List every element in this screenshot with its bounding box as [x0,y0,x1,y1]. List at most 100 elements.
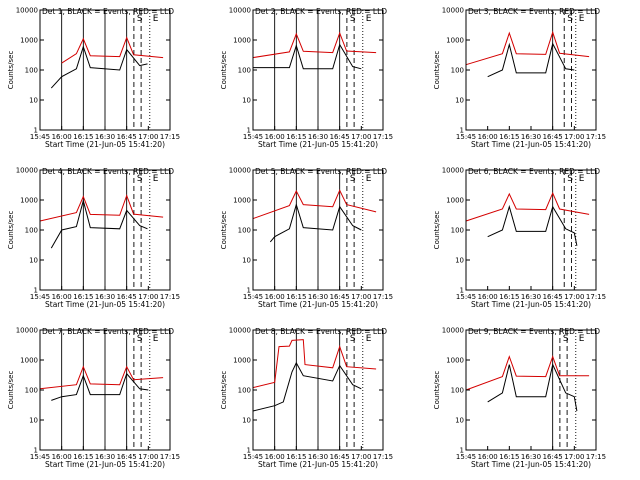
series-line-lld [39,365,164,390]
x-tick-label: 16:00 [265,293,285,301]
x-tick-label: 16:45 [543,293,563,301]
y-tick-label: 1000 [20,357,38,365]
series-line-events [487,42,575,78]
series-line-lld [252,339,377,389]
x-axis-label: Start Time (21-Jun-05 15:41:20) [258,300,378,309]
marker-label: E [153,174,159,184]
y-tick-label: 10 [29,417,38,425]
y-tick-label: 1 [247,287,251,295]
series-line-events [253,43,362,70]
x-tick-label: 17:15 [160,293,180,301]
x-tick-label: 16:00 [52,453,72,461]
x-tick-label: 16:15 [73,453,93,461]
x-tick-label: 17:00 [138,453,158,461]
series-line-lld [61,36,164,64]
x-tick-label: 16:45 [330,133,350,141]
x-axis-label: Start Time (21-Jun-05 15:41:20) [471,140,591,149]
x-tick-label: 17:15 [586,453,606,461]
series-line-events [487,363,578,412]
y-tick-label: 1000 [20,37,38,45]
x-tick-label: 17:00 [138,293,158,301]
x-tick-label: 15:45 [30,453,50,461]
marker-label: S [137,174,143,184]
y-tick-label: 1 [460,287,464,295]
y-tick-label: 10000 [229,327,251,335]
plot-frame [465,9,597,131]
y-tick-label: 10000 [229,7,251,15]
x-tick-label: 16:30 [521,133,541,141]
y-tick-label: 100 [238,227,251,235]
marker-label: E [366,14,372,24]
x-tick-label: 16:15 [499,453,519,461]
y-tick-label: 1000 [233,37,251,45]
marker-label: S [350,174,356,184]
y-tick-label: 10 [455,257,464,265]
x-axis-label: Start Time (21-Jun-05 15:41:20) [471,300,591,309]
series-line-events [252,361,362,412]
y-tick-label: 10 [242,417,251,425]
x-tick-label: 16:30 [95,453,115,461]
x-tick-label: 16:45 [117,293,137,301]
series-line-events [269,202,362,243]
y-tick-label: 100 [451,67,464,75]
x-tick-label: 16:45 [330,293,350,301]
y-tick-label: 10000 [16,327,38,335]
y-tick-label: 10 [242,97,251,105]
x-axis-label: Start Time (21-Jun-05 15:41:20) [45,300,165,309]
y-tick-label: 1000 [446,37,464,45]
x-tick-label: 17:15 [160,453,180,461]
x-axis-label: Start Time (21-Jun-05 15:41:20) [258,460,378,469]
y-axis-label: Counts/sec [220,51,228,90]
marker-label: E [579,334,585,344]
marker-label: E [153,334,159,344]
y-tick-label: 100 [451,227,464,235]
marker-label: E [366,334,372,344]
y-tick-label: 10000 [442,327,464,335]
y-tick-label: 10 [29,97,38,105]
x-tick-label: 16:45 [330,453,350,461]
x-tick-label: 16:15 [286,133,306,141]
y-axis-label: Counts/sec [433,51,441,90]
x-axis-label: Start Time (21-Jun-05 15:41:20) [258,140,378,149]
series-line-lld [465,191,590,222]
x-axis-label: Start Time (21-Jun-05 15:41:20) [45,460,165,469]
y-tick-label: 1000 [233,197,251,205]
y-tick-label: 1 [34,287,38,295]
x-tick-label: 17:00 [351,293,371,301]
y-tick-label: 10000 [16,167,38,175]
y-tick-label: 100 [238,67,251,75]
y-axis-label: Counts/sec [7,211,15,250]
marker-label: S [350,14,356,24]
x-axis-label: Start Time (21-Jun-05 15:41:20) [45,140,165,149]
x-tick-label: 16:00 [478,133,498,141]
y-tick-label: 10 [242,257,251,265]
x-tick-label: 16:15 [73,293,93,301]
y-axis-label: Counts/sec [7,371,15,410]
y-tick-label: 1000 [233,357,251,365]
y-tick-label: 10 [455,417,464,425]
chart-title: Det 1, BLACK = Events, RED = LLD [42,7,174,16]
x-tick-label: 17:00 [564,453,584,461]
x-tick-label: 16:00 [478,453,498,461]
series-line-lld [465,355,590,391]
y-tick-label: 100 [238,387,251,395]
marker-label: S [563,334,569,344]
chart-title: Det 5, BLACK = Events, RED = LLD [255,167,387,176]
x-tick-label: 16:00 [52,133,72,141]
marker-label: S [137,334,143,344]
chart-title: Det 6, BLACK = Events, RED = LLD [468,167,600,176]
x-tick-label: 17:00 [564,293,584,301]
series-line-lld [465,30,590,66]
x-tick-label: 17:00 [351,453,371,461]
y-tick-label: 10000 [442,167,464,175]
y-tick-label: 1 [460,127,464,135]
x-tick-label: 16:45 [117,453,137,461]
